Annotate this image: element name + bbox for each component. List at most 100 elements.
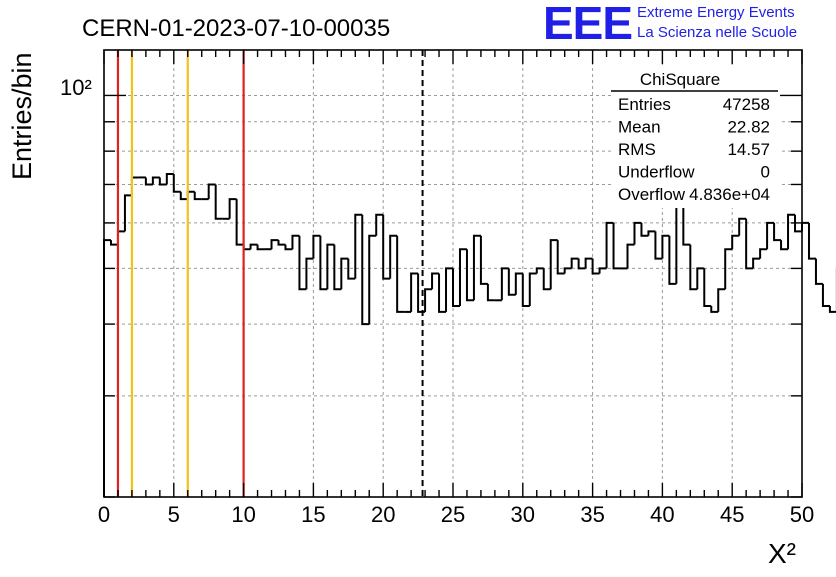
stats-row-label: RMS <box>618 140 656 159</box>
histogram-bin <box>291 234 300 250</box>
histogram-bin <box>710 306 719 313</box>
x-tick-label: 35 <box>580 502 604 527</box>
histogram-bin <box>382 214 391 280</box>
histogram-bin <box>591 258 600 275</box>
histogram-bin <box>410 272 419 312</box>
histogram-bin <box>759 248 768 259</box>
histogram-bin <box>445 267 453 312</box>
x-tick-label: 40 <box>650 502 674 527</box>
logo-line2: La Scienza nelle Scuole <box>637 24 797 41</box>
histogram-bin <box>745 218 754 270</box>
stats-rows: Entries 47258 Mean 22.82 RMS 14.57 Underflow 0 O… <box>618 95 770 204</box>
stats-box: ChiSquare Entries 47258 Mean 22.82 RMS 14.57 U… <box>611 66 780 208</box>
histogram-bin <box>549 239 558 290</box>
histogram-bin <box>528 272 537 307</box>
x-axis-label: X² <box>768 538 796 569</box>
histogram-bin <box>647 230 656 236</box>
x-tick-label: 45 <box>720 502 744 527</box>
stats-row-label: Overflow <box>618 185 686 204</box>
y-axis-label: Entries/bin <box>7 52 37 180</box>
histogram-bin <box>828 306 836 313</box>
histogram-bin <box>424 288 433 312</box>
x-tick-label: 0 <box>98 502 110 527</box>
histogram-bin <box>368 234 377 325</box>
histogram-bin <box>654 231 663 260</box>
histogram-bin <box>103 239 111 497</box>
reference-lines <box>116 50 424 497</box>
histogram-bin <box>535 267 544 274</box>
histogram-bin <box>158 177 167 186</box>
logo-mark: EEE <box>543 0 632 49</box>
histogram-bin <box>724 248 733 290</box>
histogram-bin <box>123 194 132 232</box>
histogram-series <box>103 169 836 497</box>
histogram-bin <box>500 267 509 301</box>
histogram-bin <box>821 283 830 308</box>
x-tick-label: 25 <box>441 502 465 527</box>
histogram-bin <box>507 268 516 296</box>
histogram-bin <box>668 235 677 285</box>
histogram-bin <box>633 221 642 245</box>
histogram-bin <box>319 235 328 291</box>
histogram-bin <box>207 183 216 200</box>
x-tick-label: 20 <box>371 502 395 527</box>
histogram-bin <box>472 234 481 301</box>
histogram-bin <box>452 268 460 308</box>
histogram-bin <box>109 240 118 246</box>
histogram-bin <box>144 177 153 186</box>
histogram-bin <box>787 213 796 250</box>
histogram-bin <box>396 235 405 313</box>
histogram-bin <box>556 240 565 275</box>
stats-title: ChiSquare <box>640 70 720 89</box>
histogram-bin <box>598 267 607 274</box>
histogram-bin <box>814 258 823 285</box>
histogram-bin <box>179 191 188 201</box>
stats-row-label: Underflow <box>618 163 695 182</box>
stats-row-value: 47258 <box>723 95 770 114</box>
histogram-bin <box>214 184 223 220</box>
histogram-bin <box>738 217 747 236</box>
chart-title: CERN-01-2023-07-10-00035 <box>82 15 390 42</box>
eee-logo: EEE Extreme Energy Events La Scienza nel… <box>543 0 797 49</box>
histogram-bin <box>165 172 174 185</box>
histogram-bin <box>780 240 789 251</box>
histogram-bin <box>326 243 335 290</box>
histogram-bin <box>151 176 160 185</box>
histogram-bin <box>486 283 495 302</box>
histogram-bin <box>605 221 614 269</box>
histogram-bin <box>717 288 726 312</box>
histogram-bin <box>340 257 349 290</box>
histogram-bin <box>354 213 363 279</box>
histogram-bin <box>612 222 621 270</box>
histogram-bin <box>298 235 307 291</box>
histogram-bin <box>514 272 523 295</box>
x-tick-label: 5 <box>168 502 180 527</box>
histogram-bin <box>458 248 467 307</box>
stats-row-label: Entries <box>618 95 671 114</box>
histogram-bin <box>773 222 782 242</box>
x-tick-label: 10 <box>231 502 255 527</box>
histogram-bin <box>661 234 670 259</box>
histogram-bin <box>766 221 775 250</box>
histogram-bin <box>794 214 802 233</box>
histogram-bin <box>389 234 398 279</box>
histogram-bin <box>696 267 705 290</box>
histogram-bin <box>626 243 635 269</box>
histogram-bin <box>752 257 761 269</box>
histogram-bin <box>731 234 740 250</box>
histogram-bin <box>438 273 447 313</box>
histogram-bin <box>479 235 488 285</box>
histogram-bin <box>249 243 258 250</box>
stats-row-value: 14.57 <box>727 140 770 159</box>
histogram-bin <box>563 267 572 274</box>
histogram-bin <box>333 244 342 291</box>
stats-row-value: 4.836e+04 <box>689 185 770 204</box>
histogram-bin <box>312 234 321 259</box>
histogram-bin <box>570 257 579 269</box>
stats-row-value: 0 <box>761 163 770 182</box>
histogram-bin <box>640 222 649 237</box>
histogram-bin <box>193 191 202 201</box>
histogram-bin <box>801 221 809 232</box>
